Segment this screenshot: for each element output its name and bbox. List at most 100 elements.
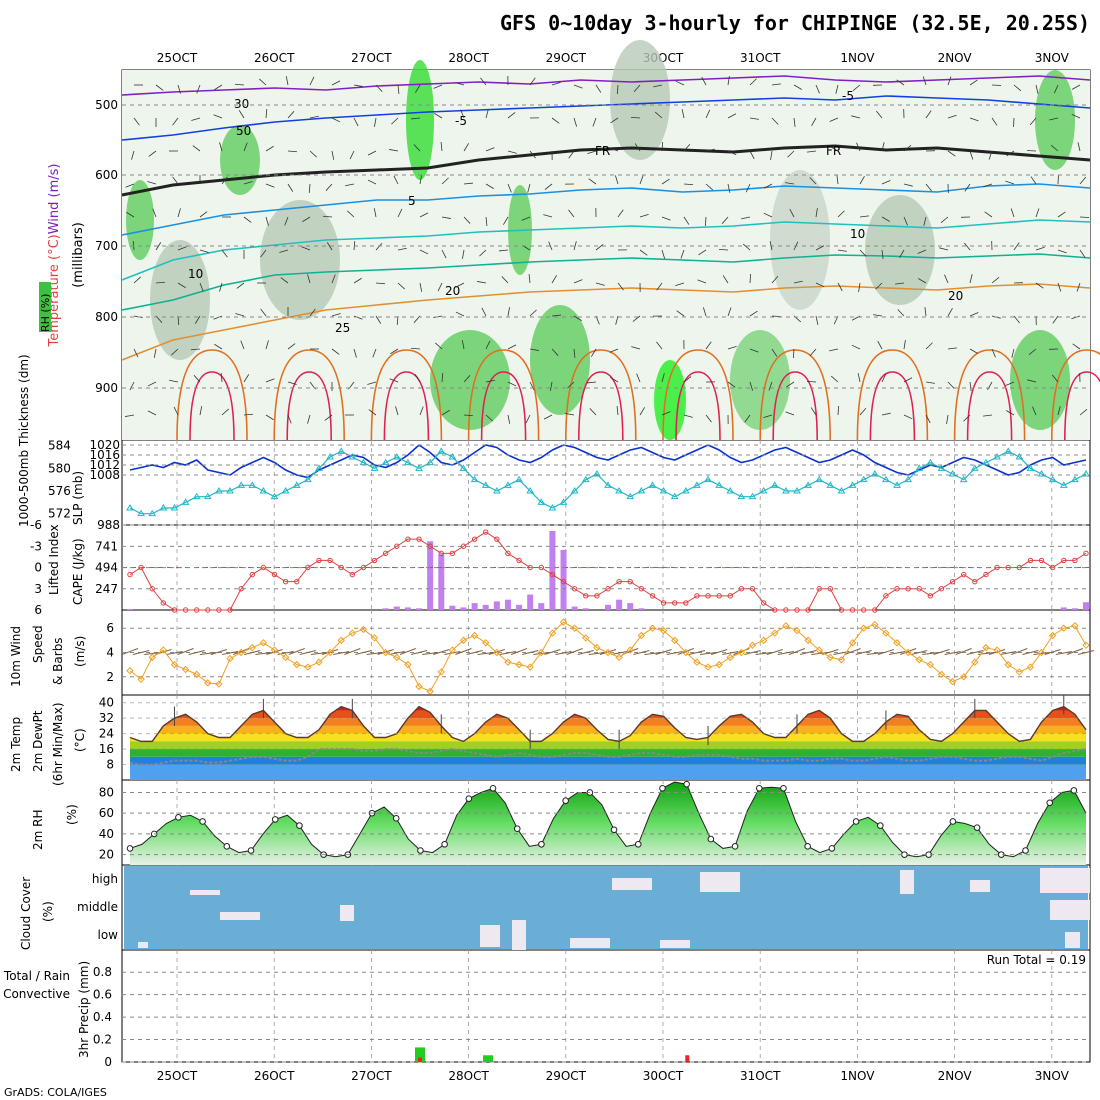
wind-barb (309, 115, 319, 119)
thickness-point (870, 470, 879, 477)
wind-barb-10m (755, 652, 772, 655)
wind-barb (147, 410, 157, 416)
thickness-point (593, 470, 601, 477)
temp-label-1: 2m Temp (9, 717, 23, 772)
thickness-point (1048, 475, 1057, 483)
thickness-point (1037, 470, 1046, 477)
lifted-index-point (794, 607, 800, 613)
thickness-point (237, 481, 246, 488)
wind-barb-10m (410, 650, 428, 655)
wind-barb (331, 274, 336, 284)
wind-barb (727, 183, 731, 193)
li-tick: 3 (34, 582, 42, 596)
wind-barb (1057, 282, 1062, 292)
wind-barb (441, 409, 450, 416)
wind-speed-point (493, 648, 501, 657)
wind-barb (727, 150, 737, 156)
precip-run-total: Run Total = 0.19 (987, 953, 1086, 967)
wind-barb (851, 344, 861, 350)
wind-barb (1053, 84, 1059, 94)
wind-barb (193, 375, 201, 383)
li-tick: 0 (34, 561, 42, 575)
wind-speed-point (915, 656, 923, 664)
wind-barb (763, 414, 773, 419)
thickness-tick: 576 (48, 484, 71, 498)
rh-tick: 60 (99, 806, 114, 820)
wind-barb (543, 214, 553, 218)
wind-barb (656, 282, 663, 291)
lifted-index-point (760, 600, 767, 606)
precip-total-bar (483, 1055, 494, 1062)
wind-barb (947, 76, 952, 86)
wind-barb (302, 216, 311, 223)
thickness-point (348, 453, 357, 460)
cape-bar (1060, 607, 1067, 610)
wind-barb (375, 84, 383, 92)
rh-point (465, 795, 473, 802)
thickness-tick: 572 (48, 507, 71, 521)
wind-barb (437, 282, 443, 292)
wind-barb (353, 117, 359, 127)
date-label-bottom: 3NOV (1035, 1069, 1070, 1083)
lifted-index-point (583, 593, 589, 599)
contour-label: -5 (842, 89, 854, 103)
wind-barb-10m (722, 651, 739, 655)
wind-barb (661, 373, 665, 383)
wind-barb-10m (699, 652, 717, 655)
wind-barb (923, 216, 927, 226)
wind-barb (485, 183, 494, 189)
wind-barb (265, 183, 275, 188)
precip-tick: 0 (104, 1055, 112, 1069)
thickness-point (292, 481, 301, 488)
wind-barb (411, 117, 421, 120)
date-label-top: 29OCT (546, 51, 587, 65)
wind-barb-10m (399, 648, 417, 655)
wind-barb (969, 150, 974, 160)
lifted-index-point (727, 593, 733, 599)
thickness-tick: 580 (48, 461, 71, 475)
wind-barb-10m (1000, 651, 1017, 655)
lifted-index-point (671, 600, 678, 606)
cloud-background (124, 866, 1088, 949)
thickness-point (215, 487, 223, 494)
thickness-point (492, 487, 501, 494)
wind-barb-10m (344, 648, 361, 655)
cloud-patch (612, 878, 652, 890)
wind-barb (988, 150, 993, 160)
contour-label: 20 (445, 284, 460, 298)
wind-speed-point (437, 668, 445, 676)
rh-point (489, 784, 497, 792)
wind-barb (661, 249, 666, 259)
wind-barb (260, 249, 267, 258)
wind-barb (859, 176, 865, 185)
wind-tick: 2 (106, 670, 114, 684)
wind-barb (345, 183, 355, 187)
thickness-point (970, 464, 979, 471)
thickness-point (170, 504, 179, 511)
rh-point (417, 847, 424, 854)
wind-barb (397, 84, 400, 94)
wind-barb (749, 310, 758, 317)
wind-speed-point (304, 663, 312, 671)
temp-contour (772, 371, 818, 441)
li-label: Lifted Index (47, 524, 61, 595)
wind-barb (857, 373, 861, 383)
wind-barb (573, 84, 583, 89)
rh-point (659, 784, 666, 792)
wind-barb (1057, 211, 1066, 218)
date-label-top: 26OCT (254, 51, 295, 65)
temp-contour (121, 219, 1091, 281)
contour-label: FR (826, 144, 841, 158)
wind-barb (675, 282, 685, 287)
lifted-index-point (182, 607, 189, 613)
wind-barb (749, 381, 754, 391)
wind-barb-10m (588, 652, 605, 655)
wind-barb (589, 408, 597, 416)
wind-barb (368, 409, 377, 416)
slp-tick: 1008 (89, 468, 120, 482)
cape-bar (404, 607, 411, 610)
lifted-index-point (594, 593, 600, 599)
wind-barb-10m (422, 652, 439, 655)
wind-barb-10m (911, 650, 928, 655)
wind-barb (440, 142, 443, 152)
